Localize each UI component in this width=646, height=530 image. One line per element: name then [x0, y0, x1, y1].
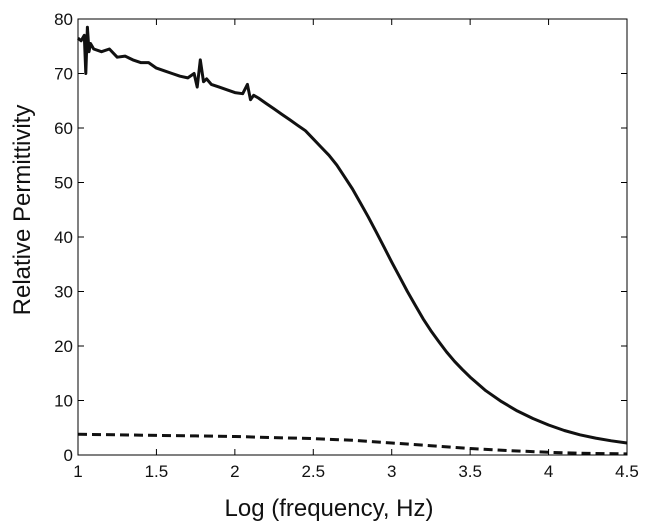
plot-area: 1 1.5 2 2.5 3 3.5 4 4.5 0 10 20 30 40 50 60 70 80 [54, 10, 639, 481]
x-tick-label: 1.5 [145, 462, 169, 481]
x-tick-label: 4 [544, 462, 553, 481]
y-tick-label: 80 [54, 10, 73, 29]
y-tick-label: 20 [54, 337, 73, 356]
y-tick-label: 60 [54, 119, 73, 138]
y-tick-label: 30 [54, 283, 73, 302]
y-tick-label: 70 [54, 65, 73, 84]
y-tick-label: 10 [54, 392, 73, 411]
x-tick-label: 3 [387, 462, 396, 481]
y-tick-label: 40 [54, 228, 73, 247]
y-tick-label: 0 [64, 446, 73, 465]
x-axis-label: Log (frequency, Hz) [225, 495, 434, 522]
plot-frame [77, 18, 628, 456]
x-tick-label: 3.5 [458, 462, 482, 481]
y-tick-label: 50 [54, 174, 73, 193]
x-tick-label: 2.5 [301, 462, 325, 481]
x-tick-label: 4.5 [615, 462, 639, 481]
series-line-2-dashed [77, 432, 628, 456]
y-axis-label: Relative Permittivity [9, 105, 36, 316]
x-tick-label: 1 [73, 462, 82, 481]
series-line-1-solid [77, 25, 628, 445]
x-tick-label: 2 [230, 462, 239, 481]
